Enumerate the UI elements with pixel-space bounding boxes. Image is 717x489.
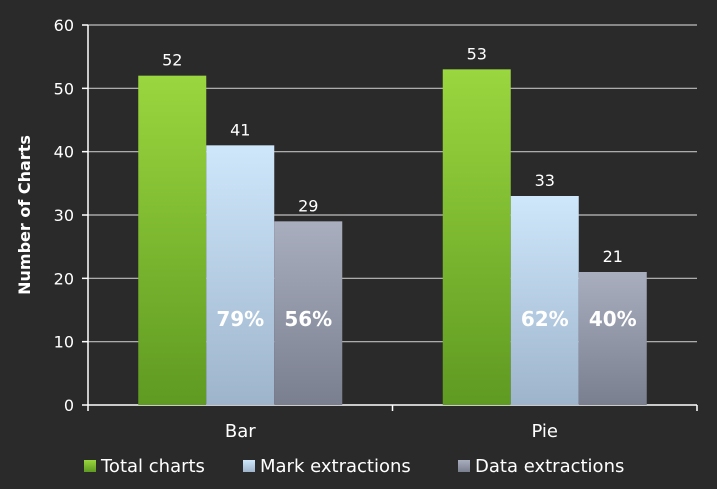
y-tick-label: 0 xyxy=(64,396,74,415)
bar-percent-label: 62% xyxy=(521,307,569,331)
legend-swatch xyxy=(84,460,96,472)
bar-percent-label: 79% xyxy=(216,307,264,331)
bar-percent-label: 40% xyxy=(589,307,637,331)
bar-value-label: 33 xyxy=(535,171,555,190)
x-category-label: Pie xyxy=(531,421,558,442)
legend-swatch xyxy=(243,460,255,472)
bars xyxy=(138,69,647,406)
y-tick-label: 40 xyxy=(54,143,74,162)
bar xyxy=(510,196,579,405)
bar-value-label: 53 xyxy=(467,44,487,63)
bar-value-label: 41 xyxy=(230,120,250,139)
bar xyxy=(206,145,275,406)
bar-value-label: 21 xyxy=(603,247,623,266)
bar-value-label: 29 xyxy=(298,196,318,215)
bar xyxy=(578,272,647,405)
legend-label: Data extractions xyxy=(475,456,624,477)
legend-swatch xyxy=(458,460,470,472)
bar xyxy=(442,69,511,405)
y-tick-label: 60 xyxy=(54,16,74,35)
legend-label: Total charts xyxy=(100,456,205,477)
x-category-label: Bar xyxy=(225,421,256,442)
y-tick-label: 50 xyxy=(54,79,74,98)
bar-value-label: 52 xyxy=(162,51,182,70)
bar xyxy=(274,221,343,405)
y-tick-label: 10 xyxy=(54,333,74,352)
y-tick-label: 30 xyxy=(54,206,74,225)
legend-label: Mark extractions xyxy=(260,456,411,477)
bar-percent-label: 56% xyxy=(284,307,332,331)
data-labels: 52 41 79% 29 56% 53 33 62% 21 40% xyxy=(162,44,637,331)
legend: Total charts Mark extractions Data extract… xyxy=(84,456,624,477)
y-axis-label: Number of Charts xyxy=(15,135,34,295)
y-tick-label: 20 xyxy=(54,269,74,288)
bar xyxy=(138,75,207,406)
